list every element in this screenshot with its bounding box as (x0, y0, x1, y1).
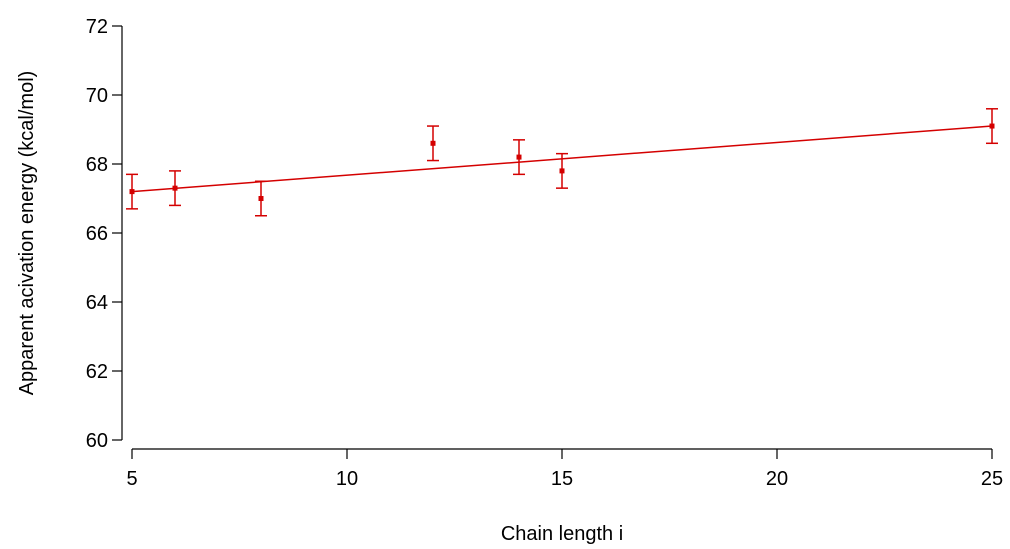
y-tick-label: 60 (86, 430, 108, 452)
y-tick-label: 68 (86, 154, 108, 176)
data-point (255, 180, 267, 217)
y-tick-label: 72 (86, 16, 108, 38)
data-point (556, 152, 568, 189)
data-point (427, 125, 439, 162)
data-point (169, 170, 181, 207)
axes: 60 62 64 66 68 70 72 5 10 15 20 25 (86, 16, 1003, 490)
data-marker (430, 140, 436, 146)
data-marker (172, 185, 178, 191)
y-tick-label: 64 (86, 292, 108, 314)
x-tick-label: 25 (981, 468, 1003, 490)
x-axis-ticks: 5 10 15 20 25 (126, 449, 1003, 490)
y-tick-label: 70 (86, 85, 108, 107)
y-tick-label: 62 (86, 361, 108, 383)
data-points-group (126, 108, 998, 217)
y-tick-label: 66 (86, 223, 108, 245)
x-tick-label: 10 (336, 468, 358, 490)
data-marker (516, 154, 522, 160)
data-point (513, 139, 525, 176)
y-axis-ticks: 60 62 64 66 68 70 72 (86, 16, 122, 452)
data-marker (989, 123, 995, 129)
data-point (986, 108, 998, 145)
data-marker (559, 168, 565, 174)
data-marker (258, 196, 264, 201)
data-marker (129, 189, 135, 195)
x-tick-label: 5 (126, 468, 137, 490)
x-axis-label: Chain length i (501, 523, 623, 545)
x-tick-label: 20 (766, 468, 788, 490)
x-tick-label: 15 (551, 468, 573, 490)
y-axis-label: Apparent acivation energy (kcal/mol) (16, 71, 38, 396)
data-point (126, 173, 138, 210)
